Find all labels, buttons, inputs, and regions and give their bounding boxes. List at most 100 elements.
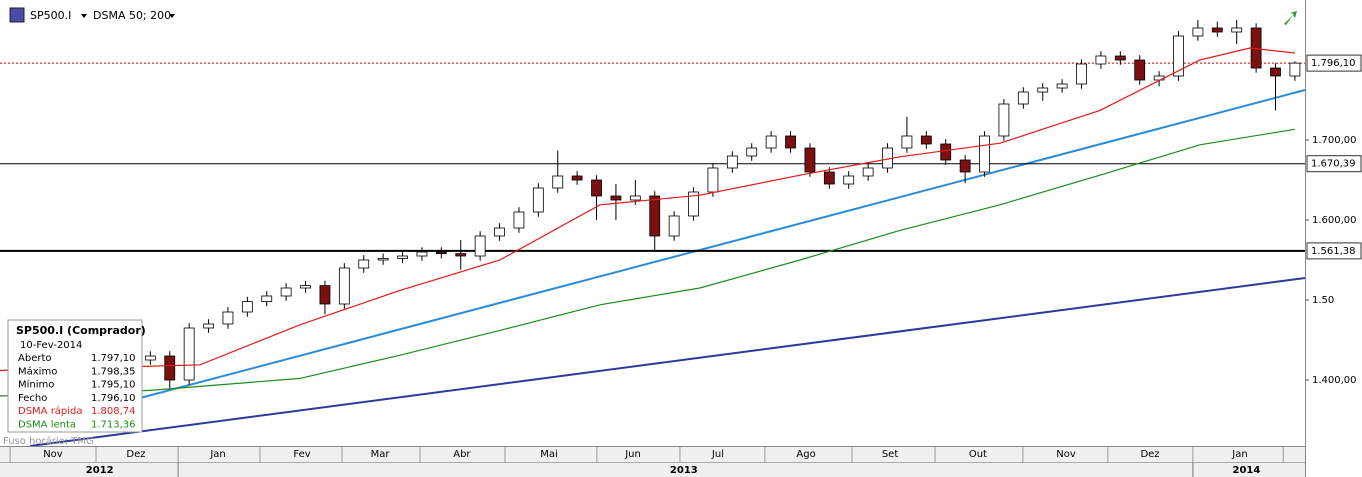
info-row-label: Mínimo: [18, 379, 54, 391]
level-label: 1.796,10: [1311, 58, 1356, 69]
candle-body: [513, 211, 525, 229]
candle-body: [765, 135, 777, 149]
candle-body: [591, 179, 602, 197]
candle-body: [804, 147, 816, 173]
symbol[interactable]: SP500.I: [30, 9, 71, 22]
month-label: Ago: [796, 449, 815, 460]
candle-body: [746, 147, 758, 157]
candle-body: [280, 287, 292, 297]
month-label: Jan: [209, 449, 225, 460]
timezone: Fuso horário: TMG: [3, 435, 94, 447]
month-label: Mar: [371, 449, 391, 460]
candle-body: [203, 323, 214, 329]
candle-body: [1270, 67, 1281, 77]
info-row-label: DSMA lenta: [18, 420, 76, 431]
month-label: Mai: [540, 449, 558, 460]
candle-body: [416, 251, 428, 257]
candle-body: [940, 143, 952, 161]
info-date: 10-Fev-2014: [20, 340, 82, 351]
candle-body: [843, 175, 855, 185]
y-tick-label: 1.50: [1312, 295, 1334, 306]
candle-body: [1211, 27, 1223, 33]
candle-body: [707, 167, 719, 193]
candle-body: [494, 227, 505, 237]
info-row-label: Fecho: [18, 393, 47, 404]
candle-body: [1095, 55, 1107, 65]
candle-body: [1056, 83, 1068, 89]
candle-body: [474, 235, 486, 257]
info-box: SP500.I (Comprador) 10-Fev-2014 Aberto 1.…: [7, 319, 146, 433]
candle-body: [785, 135, 796, 149]
year-label: 2013: [670, 465, 698, 476]
info-row-value: 1.796,10: [91, 393, 136, 404]
candle-body: [532, 187, 544, 213]
info-row-label: Máximo: [18, 365, 57, 377]
candle-body: [629, 195, 641, 201]
month-label: Set: [882, 449, 899, 460]
candle-body: [1134, 59, 1146, 81]
month-label: Nov: [1056, 449, 1076, 460]
candle-body: [1192, 27, 1204, 37]
candle-body: [920, 135, 932, 145]
moving-average: [0, 128, 1295, 397]
candle-body: [979, 135, 990, 173]
candle-body: [319, 285, 331, 305]
candle-body: [571, 175, 583, 181]
y-tick-label: 1.700,00: [1312, 135, 1357, 146]
candle-body: [144, 355, 156, 361]
month-label: Jul: [711, 449, 724, 460]
candle-body: [241, 301, 253, 313]
candle-body: [1114, 55, 1126, 61]
info-row-label: DSMA rápida: [18, 405, 83, 417]
level-label-box: [1306, 54, 1362, 72]
candle-body: [552, 175, 564, 189]
candle-body: [1017, 91, 1029, 105]
candle-body: [397, 255, 408, 259]
y-tick-label: 1.400,00: [1312, 375, 1357, 386]
month-label: Dez: [1140, 449, 1159, 460]
candle-body: [358, 259, 370, 269]
moving-average: [0, 47, 1295, 371]
symbol-icon[interactable]: [9, 7, 25, 23]
candle-body: [668, 215, 680, 237]
dropdown[interactable]: [81, 14, 87, 18]
year-label: 2014: [1232, 465, 1260, 476]
candle-body: [435, 251, 447, 254]
candle-body: [726, 155, 738, 169]
x-axis-band: [0, 446, 1305, 477]
level-label-box: [1306, 155, 1362, 173]
info-box-frame: [7, 319, 143, 433]
candle-body: [1173, 35, 1184, 77]
trend-icon[interactable]: [1284, 11, 1297, 25]
month-label: Abr: [453, 449, 471, 460]
month-label: Jun: [624, 449, 641, 460]
candle-body: [338, 267, 350, 305]
candle-body: [1037, 87, 1049, 93]
candle-body: [998, 103, 1010, 137]
info-row-value: 1.808,74: [91, 406, 136, 417]
y-tick-label: 1.600,00: [1312, 215, 1357, 226]
level-label: 1.670,39: [1311, 159, 1356, 170]
info-row-label: Aberto: [18, 353, 52, 364]
indicator[interactable]: DSMA 50; 200: [93, 9, 171, 22]
candle-body: [649, 195, 661, 237]
candle-body: [455, 253, 467, 257]
level-label: 1.561,38: [1311, 246, 1356, 257]
info-row-value: 1.795,10: [91, 380, 136, 391]
candle-body: [688, 191, 699, 217]
year-label: 2012: [86, 465, 114, 476]
candle-body: [610, 195, 622, 201]
month-label: Nov: [43, 449, 63, 460]
month-label: Jan: [1231, 449, 1247, 460]
candle-body: [164, 355, 176, 381]
level-label-box: [1306, 242, 1362, 260]
info-row-value: 1.798,35: [91, 366, 136, 377]
info-row-value: 1.797,10: [91, 353, 136, 364]
candle-body: [862, 167, 874, 177]
candle-body: [261, 295, 273, 302]
candle-body: [823, 171, 835, 185]
trendline: [139, 89, 1306, 399]
dropdown[interactable]: [169, 14, 175, 18]
candle-body: [901, 135, 913, 149]
